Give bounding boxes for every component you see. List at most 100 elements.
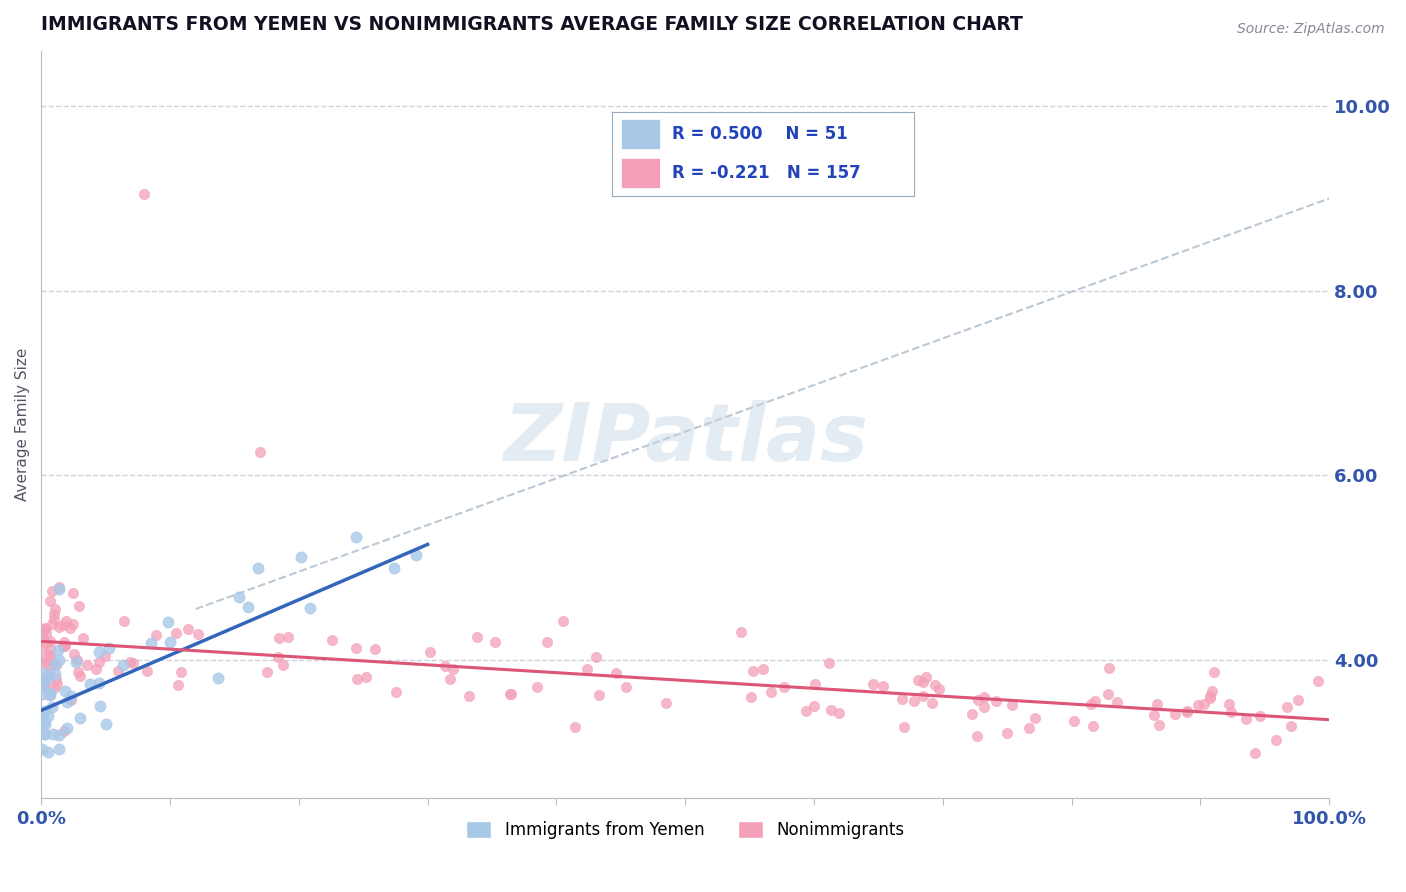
Point xyxy=(862,677,884,691)
Point xyxy=(156,615,179,630)
Point xyxy=(165,625,187,640)
Point xyxy=(551,614,574,628)
Point xyxy=(122,657,145,671)
Point xyxy=(31,651,53,665)
Point xyxy=(53,638,76,652)
Point xyxy=(44,667,66,681)
Point xyxy=(44,657,66,672)
Point xyxy=(34,676,56,690)
Point xyxy=(575,662,598,676)
Point xyxy=(966,729,988,743)
Point xyxy=(38,594,60,608)
Point xyxy=(585,649,607,664)
Point xyxy=(921,696,943,710)
Point xyxy=(893,720,915,734)
Point xyxy=(1219,705,1241,719)
Point xyxy=(804,677,827,691)
Point xyxy=(37,709,59,723)
Point xyxy=(872,679,894,693)
Point xyxy=(31,627,53,641)
Point xyxy=(63,648,86,662)
Point xyxy=(984,694,1007,708)
Point xyxy=(912,675,935,690)
Point xyxy=(37,745,59,759)
Point xyxy=(1018,722,1040,736)
Point xyxy=(89,699,111,714)
Point xyxy=(1098,660,1121,674)
Point xyxy=(344,640,367,655)
Point xyxy=(107,664,129,678)
Point xyxy=(960,706,983,721)
Point xyxy=(1024,711,1046,725)
Point xyxy=(277,630,299,644)
Point xyxy=(1080,697,1102,711)
Point xyxy=(79,677,101,691)
Point xyxy=(37,672,59,686)
Point xyxy=(166,678,188,692)
Point xyxy=(740,690,762,704)
Point xyxy=(1264,732,1286,747)
Point xyxy=(34,714,56,729)
Point xyxy=(588,689,610,703)
Point xyxy=(69,669,91,683)
Point xyxy=(1175,705,1198,719)
Point xyxy=(31,711,53,725)
Point xyxy=(803,698,825,713)
Point xyxy=(536,635,558,649)
Point xyxy=(34,704,56,718)
Point xyxy=(1175,704,1198,718)
Point xyxy=(433,659,456,673)
Point xyxy=(35,626,58,640)
Legend: Immigrants from Yemen, Nonimmigrants: Immigrants from Yemen, Nonimmigrants xyxy=(460,814,911,846)
Point xyxy=(67,599,90,613)
Point xyxy=(655,696,678,710)
Y-axis label: Average Family Size: Average Family Size xyxy=(15,348,30,501)
Point xyxy=(37,657,59,672)
Point xyxy=(1199,689,1222,703)
Point xyxy=(48,742,70,756)
Point xyxy=(31,656,53,670)
Point xyxy=(385,685,408,699)
Point xyxy=(730,624,752,639)
Point xyxy=(499,687,522,701)
Point xyxy=(48,728,70,742)
Point xyxy=(38,665,60,680)
Point xyxy=(928,682,950,697)
Point xyxy=(751,662,773,676)
Point xyxy=(1244,746,1267,760)
Point xyxy=(1107,695,1129,709)
Point xyxy=(794,704,817,718)
Point xyxy=(419,645,441,659)
Text: R = -0.221   N = 157: R = -0.221 N = 157 xyxy=(672,164,860,182)
Point xyxy=(564,720,586,734)
Point xyxy=(298,600,321,615)
Point xyxy=(48,582,70,597)
Point xyxy=(501,687,523,701)
Point xyxy=(741,665,763,679)
Point xyxy=(39,648,62,662)
Point xyxy=(526,681,548,695)
Point xyxy=(59,621,82,635)
Point xyxy=(42,727,65,741)
Point xyxy=(290,549,312,564)
Point xyxy=(914,670,936,684)
Point xyxy=(96,716,118,731)
Point xyxy=(62,586,84,600)
Point xyxy=(820,703,842,717)
Point xyxy=(66,665,89,679)
Point xyxy=(1192,697,1215,711)
Point xyxy=(247,561,270,575)
Point xyxy=(1199,690,1222,705)
Point xyxy=(35,673,58,687)
Point xyxy=(1000,698,1022,713)
Point xyxy=(55,721,77,735)
Point xyxy=(467,630,489,644)
Point xyxy=(924,678,946,692)
Point xyxy=(34,622,56,636)
Point xyxy=(973,700,995,714)
Point xyxy=(346,672,368,686)
Point xyxy=(1143,707,1166,722)
FancyBboxPatch shape xyxy=(620,120,659,149)
Point xyxy=(118,656,141,670)
Point xyxy=(405,548,427,562)
